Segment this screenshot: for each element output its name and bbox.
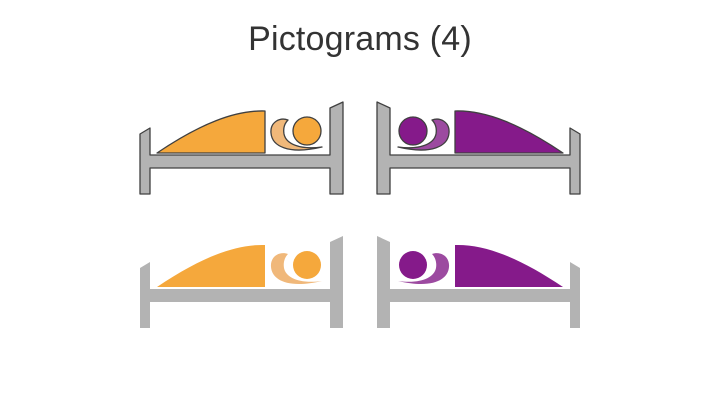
pictogram-purple-outlined bbox=[370, 100, 590, 200]
bed-group bbox=[139, 101, 344, 195]
sleeper-head bbox=[292, 116, 322, 146]
bed-group bbox=[376, 101, 581, 195]
blanket bbox=[454, 110, 564, 154]
blanket bbox=[455, 244, 563, 287]
bed-frame bbox=[376, 101, 581, 195]
bed-group bbox=[140, 236, 343, 328]
sleeper-body bbox=[397, 118, 450, 151]
sleeper-body bbox=[398, 253, 450, 285]
pictogram-orange-plain bbox=[130, 234, 350, 334]
bed-group bbox=[377, 236, 580, 328]
sleeper-body bbox=[270, 253, 322, 285]
bed-pictogram-svg bbox=[377, 236, 580, 328]
sleeper-body bbox=[270, 118, 323, 151]
blanket bbox=[157, 244, 265, 287]
blanket bbox=[156, 110, 266, 154]
sleeper-head bbox=[398, 116, 428, 146]
pictogram-orange-outlined bbox=[130, 100, 350, 200]
slide-title: Pictograms (4) bbox=[248, 20, 472, 58]
bed-pictogram-svg bbox=[140, 236, 343, 328]
pictogram-purple-plain bbox=[370, 234, 590, 334]
bed-pictogram-svg bbox=[376, 101, 581, 195]
bed-frame bbox=[139, 101, 344, 195]
sleeper-head bbox=[399, 251, 427, 279]
sleeper-head bbox=[293, 251, 321, 279]
bed-pictogram-svg bbox=[139, 101, 344, 195]
